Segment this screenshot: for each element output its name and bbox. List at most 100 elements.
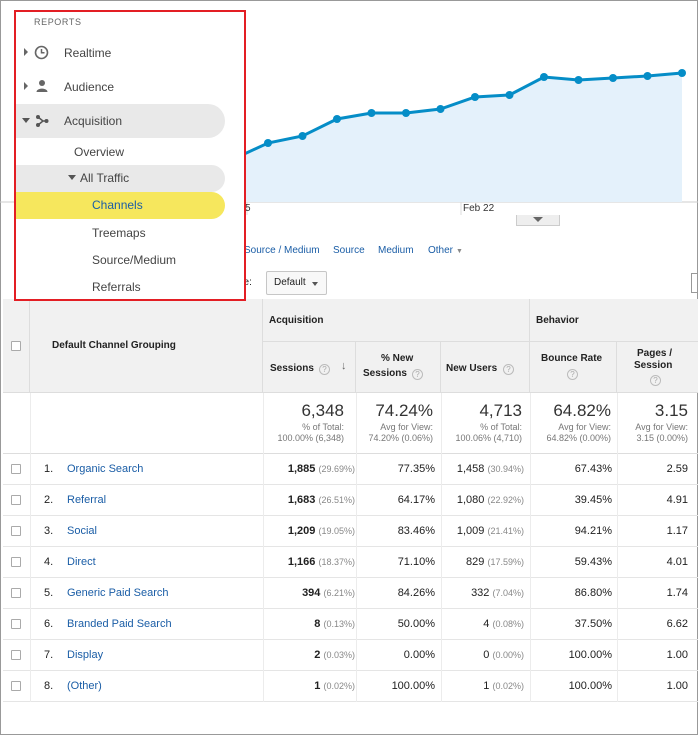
new-users-column-header[interactable]: New Users ? — [441, 342, 530, 393]
chart-data-point[interactable] — [643, 72, 652, 80]
sidebar-item-audience[interactable]: Audience — [16, 72, 244, 102]
new-users-cell: 1,009 (21.41%) — [457, 516, 524, 547]
plot-type-select[interactable]: Default — [266, 271, 327, 295]
toolbar-edge-control[interactable] — [691, 273, 698, 293]
column-divider — [530, 485, 531, 516]
new-sessions-cell: 64.17% — [397, 494, 435, 506]
chart-data-point[interactable] — [574, 76, 583, 84]
help-icon[interactable]: ? — [503, 364, 514, 375]
sidebar-item-referrals[interactable]: Referrals — [16, 275, 225, 299]
chart-data-point[interactable] — [540, 73, 548, 81]
row-checkbox[interactable] — [11, 650, 21, 660]
chart-data-point[interactable] — [333, 115, 341, 123]
select-all-checkbox[interactable] — [11, 341, 21, 351]
column-divider — [530, 393, 531, 454]
dimension-link-source-medium[interactable]: Source / Medium — [244, 245, 320, 256]
help-icon[interactable]: ? — [319, 364, 330, 375]
channel-link[interactable]: Organic Search — [67, 463, 144, 475]
sidebar-item-overview[interactable]: Overview — [16, 140, 225, 166]
collapse-caret-icon[interactable] — [68, 175, 76, 180]
dimension-link-source[interactable]: Source — [333, 245, 365, 256]
sidebar-item-source-medium[interactable]: Source/Medium — [16, 248, 225, 274]
column-divider — [356, 578, 357, 609]
total-pages-per-session: 3.15 — [654, 401, 688, 420]
sidebar-item-label: All Traffic — [80, 171, 130, 185]
sessions-cell: 394 (6.21%) — [302, 578, 355, 609]
chart-data-point[interactable] — [505, 91, 514, 99]
dimension-link-other[interactable]: Other ▼ — [428, 245, 463, 256]
new-users-value: 332 — [471, 587, 490, 599]
column-divider — [30, 393, 31, 454]
total-new-users-sub1: % of Total: — [480, 422, 522, 432]
plot-type-value: Default — [274, 277, 306, 288]
row-checkbox[interactable] — [11, 681, 21, 691]
bounce-rate-column-header[interactable]: Bounce Rate ? — [530, 342, 617, 393]
help-icon[interactable]: ? — [650, 375, 661, 386]
column-divider — [441, 485, 442, 516]
channel-link[interactable]: Branded Paid Search — [67, 618, 172, 630]
channel-link[interactable]: Display — [67, 649, 104, 661]
chart-collapse-handle[interactable] — [516, 215, 560, 226]
chart-data-point[interactable] — [436, 105, 445, 113]
column-divider — [617, 547, 618, 578]
row-checkbox[interactable] — [11, 619, 21, 629]
sidebar-item-channels[interactable]: Channels — [16, 192, 225, 219]
sessions-percent: (26.51%) — [318, 495, 355, 505]
pages-per-session-cell: 4.01 — [666, 556, 688, 568]
expand-caret-icon[interactable] — [24, 48, 28, 56]
chart-data-point[interactable] — [609, 74, 617, 82]
pages-per-session-column-header[interactable]: Pages / Session ? — [617, 342, 698, 393]
table-row: 8. (Other) 1 (0.02%) 100.00% 1 (0.02%) 100.00… — [3, 671, 698, 702]
chart-data-point[interactable] — [402, 109, 410, 117]
row-checkbox[interactable] — [11, 495, 21, 505]
new-sessions-header-line1: % New — [381, 353, 414, 364]
channel-link[interactable]: Direct — [67, 556, 96, 568]
sidebar-item-label: Realtime — [64, 46, 112, 60]
channel-link[interactable]: (Other) — [67, 680, 102, 692]
chart-data-point[interactable] — [367, 109, 376, 117]
sessions-cell: 1 (0.02%) — [314, 671, 355, 702]
sessions-percent: (0.03%) — [323, 650, 355, 660]
chart-data-point[interactable] — [264, 139, 272, 147]
column-divider — [30, 485, 31, 516]
channel-link[interactable]: Social — [67, 525, 97, 537]
expand-caret-icon[interactable] — [24, 82, 28, 90]
behavior-header-label: Behavior — [536, 315, 579, 326]
new-users-cell: 829 (17.59%) — [466, 547, 524, 578]
new-sessions-column-header[interactable]: % New Sessions ? — [356, 342, 441, 393]
sidebar-item-acquisition[interactable]: Acquisition — [16, 104, 225, 138]
sidebar-item-treemaps[interactable]: Treemaps — [16, 221, 225, 247]
chart-area-fill — [130, 73, 682, 202]
sessions-column-header[interactable]: Sessions ? ↓ — [263, 342, 356, 393]
table-row: 4. Direct 1,166 (18.37%) 71.10% 829 (17.59%)… — [3, 547, 698, 578]
sidebar-title: REPORTS — [34, 17, 82, 27]
channel-link[interactable]: Generic Paid Search — [67, 587, 169, 599]
sidebar-item-label: Audience — [64, 80, 115, 94]
row-checkbox[interactable] — [11, 464, 21, 474]
collapse-caret-icon[interactable] — [22, 118, 30, 123]
dimension-link-medium[interactable]: Medium — [378, 245, 414, 256]
row-checkbox[interactable] — [11, 526, 21, 536]
sidebar-item-realtime[interactable]: Realtime — [16, 38, 244, 68]
chart-data-point[interactable] — [678, 69, 686, 77]
row-number: 7. — [44, 649, 54, 661]
sort-down-arrow-icon[interactable]: ↓ — [341, 360, 347, 372]
sidebar-item-all-traffic[interactable]: All Traffic — [16, 165, 225, 192]
column-divider — [617, 671, 618, 702]
total-sessions-sub2: 100.00% (6,348) — [277, 433, 344, 443]
column-divider — [263, 393, 264, 454]
pages-per-session-cell: 1.00 — [666, 680, 688, 692]
chart-data-point[interactable] — [298, 132, 307, 140]
channel-link[interactable]: Referral — [67, 494, 107, 506]
sessions-percent: (18.37%) — [318, 557, 355, 567]
chart-data-point[interactable] — [471, 93, 479, 101]
help-icon[interactable]: ? — [412, 369, 423, 380]
column-divider — [441, 516, 442, 547]
help-icon[interactable]: ? — [567, 369, 578, 380]
sessions-value: 1,885 — [287, 463, 316, 475]
table-row: 6. Branded Paid Search 8 (0.13%) 50.00% 4 (0… — [3, 609, 698, 640]
sessions-percent: (0.13%) — [323, 619, 355, 629]
pages-per-session-cell: 2.59 — [666, 463, 688, 475]
row-checkbox[interactable] — [11, 557, 21, 567]
row-checkbox[interactable] — [11, 588, 21, 598]
